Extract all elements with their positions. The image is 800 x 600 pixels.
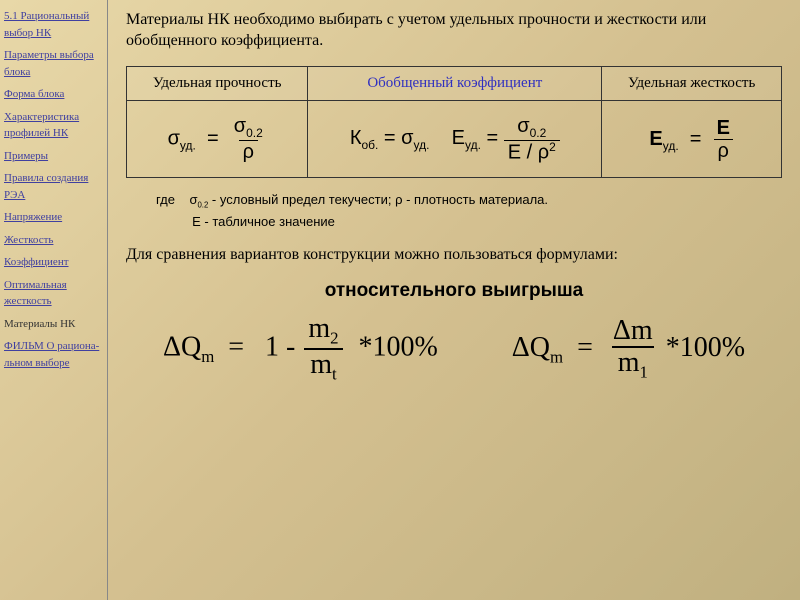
nav-stiffness[interactable]: Жесткость [4,232,103,249]
nav-rational-choice[interactable]: 5.1 Рациональный выбор НК [4,8,103,41]
gain-title: относительного выигрыша [126,280,782,302]
nav-rea-rules[interactable]: Правила создания РЭА [4,170,103,203]
nav-examples[interactable]: Примеры [4,148,103,165]
nav-coefficient[interactable]: Коэффициент [4,254,103,271]
legend: где σ0.2 - условный предел текучести; ρ … [156,190,782,231]
formula-dq-2: ΔQm = Δm m1 *100% [512,316,745,383]
nav-profile-chars[interactable]: Характеристика профилей НК [4,109,103,142]
cell-e-ud: Еуд. = E ρ [602,100,782,178]
nav-block-form[interactable]: Форма блока [4,86,103,103]
nav-film[interactable]: ФИЛЬМ О рациона-льном выборе [4,338,103,371]
sidebar: 5.1 Рациональный выбор НК Параметры выбо… [0,0,108,600]
nav-materials-current: Материалы НК [4,316,103,333]
cell-sigma-ud: σуд. = σ0.2 ρ [127,100,308,178]
compare-text: Для сравнения вариантов конструкции можн… [126,245,782,266]
col-specific-stiffness: Удельная жесткость [602,66,782,100]
intro-text: Материалы НК необходимо выбирать с учето… [126,10,782,52]
main-content: Материалы НК необходимо выбирать с учето… [108,0,800,600]
nav-optimal-stiffness[interactable]: Оптимальная жесткость [4,277,103,310]
nav-block-params[interactable]: Параметры выбора блока [4,47,103,80]
col-specific-strength: Удельная прочность [127,66,308,100]
nav-stress[interactable]: Напряжение [4,209,103,226]
formula-dq-1: ΔQm = 1 - m2 mt *100% [163,314,438,384]
col-general-coeff: Обобщенный коэффициент [308,66,602,100]
relative-gain-formulas: ΔQm = 1 - m2 mt *100% ΔQm = Δm m1 *100% [126,314,782,384]
cell-k-ob: Коб. = σуд. Еуд. = σ0.2 E / ρ2 [308,100,602,178]
formula-table: Удельная прочность Обобщенный коэффициен… [126,66,782,179]
